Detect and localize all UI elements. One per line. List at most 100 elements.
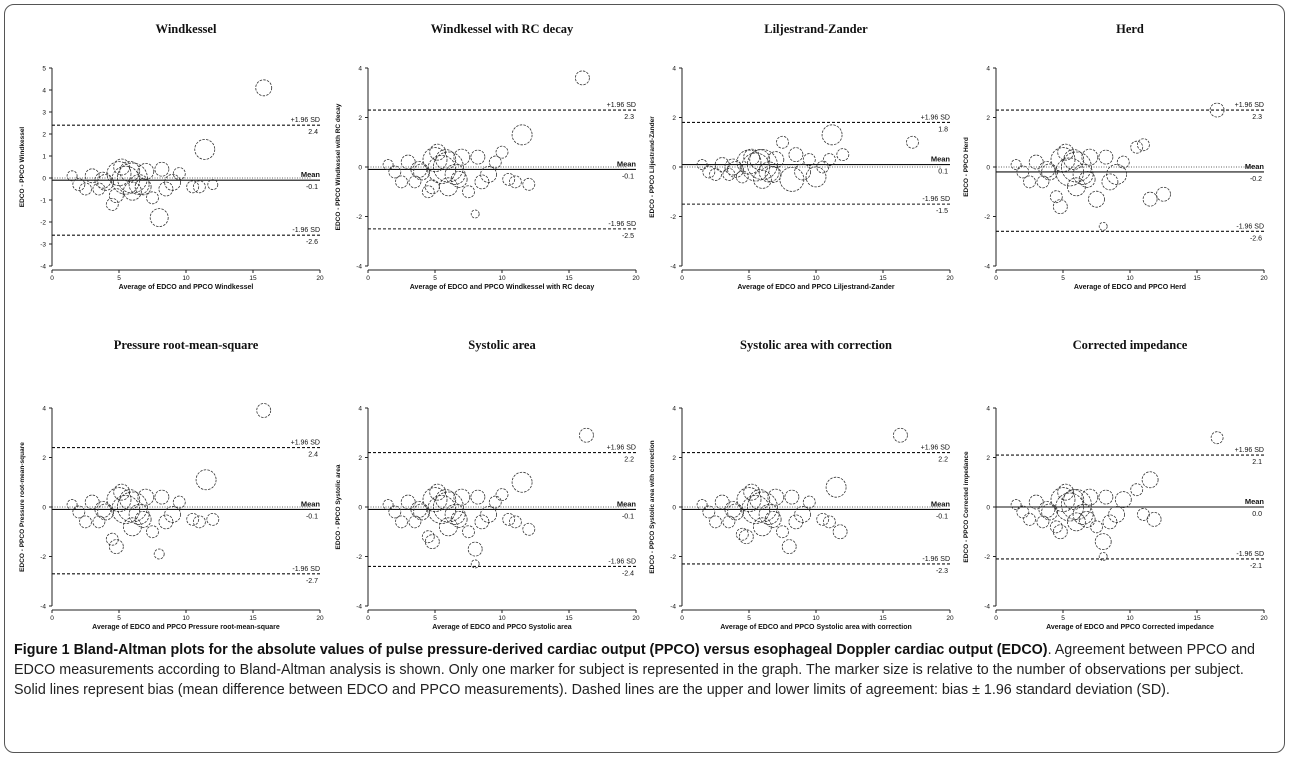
data-point: [696, 499, 708, 510]
lower-limit-value: -2.4: [622, 570, 634, 577]
data-point: [749, 149, 771, 170]
y-tick-label: 0: [358, 165, 362, 172]
data-point: [474, 514, 490, 530]
data-point: [722, 168, 736, 181]
data-point: [1141, 471, 1159, 489]
x-tick-label: 20: [946, 275, 954, 282]
mean-value: -0.1: [306, 184, 318, 191]
y-tick-label: -4: [40, 264, 46, 271]
x-tick-label: 10: [182, 615, 190, 622]
y-tick-label: 0: [358, 505, 362, 512]
data-point: [66, 170, 78, 182]
data-point: [1041, 503, 1058, 521]
data-point: [1057, 143, 1075, 161]
data-point: [1010, 159, 1022, 170]
data-point: [105, 532, 119, 546]
data-point: [816, 512, 830, 526]
x-axis-label: Average of EDCO and PPCO Corrected imped…: [1046, 624, 1214, 631]
data-point: [195, 469, 217, 491]
y-tick-label: -2: [670, 214, 676, 221]
data-point: [122, 517, 142, 537]
lower-limit-title: -1.96 SD: [608, 221, 636, 228]
data-point: [388, 505, 402, 519]
lower-limit-value: -2.3: [936, 568, 948, 575]
data-point: [462, 185, 475, 199]
data-point: [788, 514, 804, 530]
x-tick-label: 20: [632, 615, 640, 622]
data-point: [470, 559, 480, 569]
data-point: [408, 175, 422, 189]
x-tick-label: 15: [1193, 615, 1201, 622]
data-point: [192, 515, 206, 529]
chart-panel-3: Liljestrand-Zander -4 -2 0 2 4 0 5 10 15 20 Average…: [649, 22, 954, 291]
figure-caption: Figure 1 Bland-Altman plots for the abso…: [14, 640, 1276, 700]
y-tick-label: 2: [42, 132, 46, 139]
data-point: [382, 159, 394, 170]
data-point: [702, 165, 716, 179]
data-point: [105, 197, 119, 211]
x-tick-label: 0: [994, 615, 998, 622]
y-tick-label: -2: [40, 220, 46, 227]
data-point: [1098, 489, 1114, 505]
data-point: [122, 181, 142, 201]
data-point: [172, 167, 186, 181]
data-point: [467, 541, 483, 557]
x-tick-label: 5: [1061, 275, 1065, 282]
data-point: [480, 506, 498, 523]
x-axis-label: Average of EDCO and PPCO Herd: [1074, 284, 1186, 291]
y-tick-label: 4: [42, 406, 46, 413]
y-tick-label: -2: [670, 554, 676, 561]
mean-title: Mean: [301, 170, 321, 179]
x-tick-label: 15: [879, 275, 887, 282]
x-tick-label: 10: [498, 615, 506, 622]
y-tick-label: 4: [358, 406, 362, 413]
data-point: [509, 175, 522, 189]
data-point: [1137, 508, 1150, 521]
data-point: [462, 525, 475, 539]
y-tick-label: 0: [672, 505, 676, 512]
data-point: [427, 155, 457, 184]
data-point: [509, 515, 522, 529]
y-tick-label: -2: [356, 214, 362, 221]
data-point: [388, 165, 402, 179]
data-point: [495, 145, 509, 159]
data-point: [1209, 102, 1225, 118]
data-point: [1067, 177, 1086, 197]
data-point: [158, 181, 174, 197]
data-point: [206, 512, 220, 526]
data-point: [1090, 520, 1103, 534]
mean-title: Mean: [617, 499, 637, 508]
mean-value: -0.1: [936, 513, 948, 520]
data-point: [79, 515, 92, 529]
data-point: [149, 208, 169, 228]
data-point: [764, 166, 782, 183]
data-point: [724, 501, 742, 518]
data-point: [97, 503, 114, 521]
data-point: [1114, 491, 1132, 508]
x-tick-label: 15: [565, 615, 573, 622]
data-point: [1061, 489, 1092, 520]
data-point: [408, 515, 422, 529]
data-point: [1016, 165, 1030, 179]
data-point: [1038, 501, 1056, 518]
data-point: [1067, 512, 1086, 532]
data-point: [906, 135, 919, 149]
data-point: [702, 505, 716, 519]
data-point: [495, 488, 509, 502]
data-point: [767, 151, 785, 168]
data-point: [158, 514, 174, 530]
data-point: [421, 185, 435, 199]
data-point: [435, 489, 457, 510]
upper-limit-title: +1.96 SD: [921, 114, 950, 121]
data-point: [1106, 164, 1127, 185]
x-tick-label: 10: [182, 275, 190, 282]
mean-value: 0.0: [1252, 511, 1262, 518]
x-axis-label: Average of EDCO and PPCO Windkessel: [119, 284, 254, 291]
mean-title: Mean: [1245, 162, 1265, 171]
data-point: [1098, 552, 1108, 561]
y-tick-label: 0: [986, 505, 990, 512]
data-point: [714, 157, 730, 172]
data-point: [128, 174, 150, 196]
x-tick-label: 5: [433, 275, 437, 282]
mean-value: -0.1: [306, 513, 318, 520]
